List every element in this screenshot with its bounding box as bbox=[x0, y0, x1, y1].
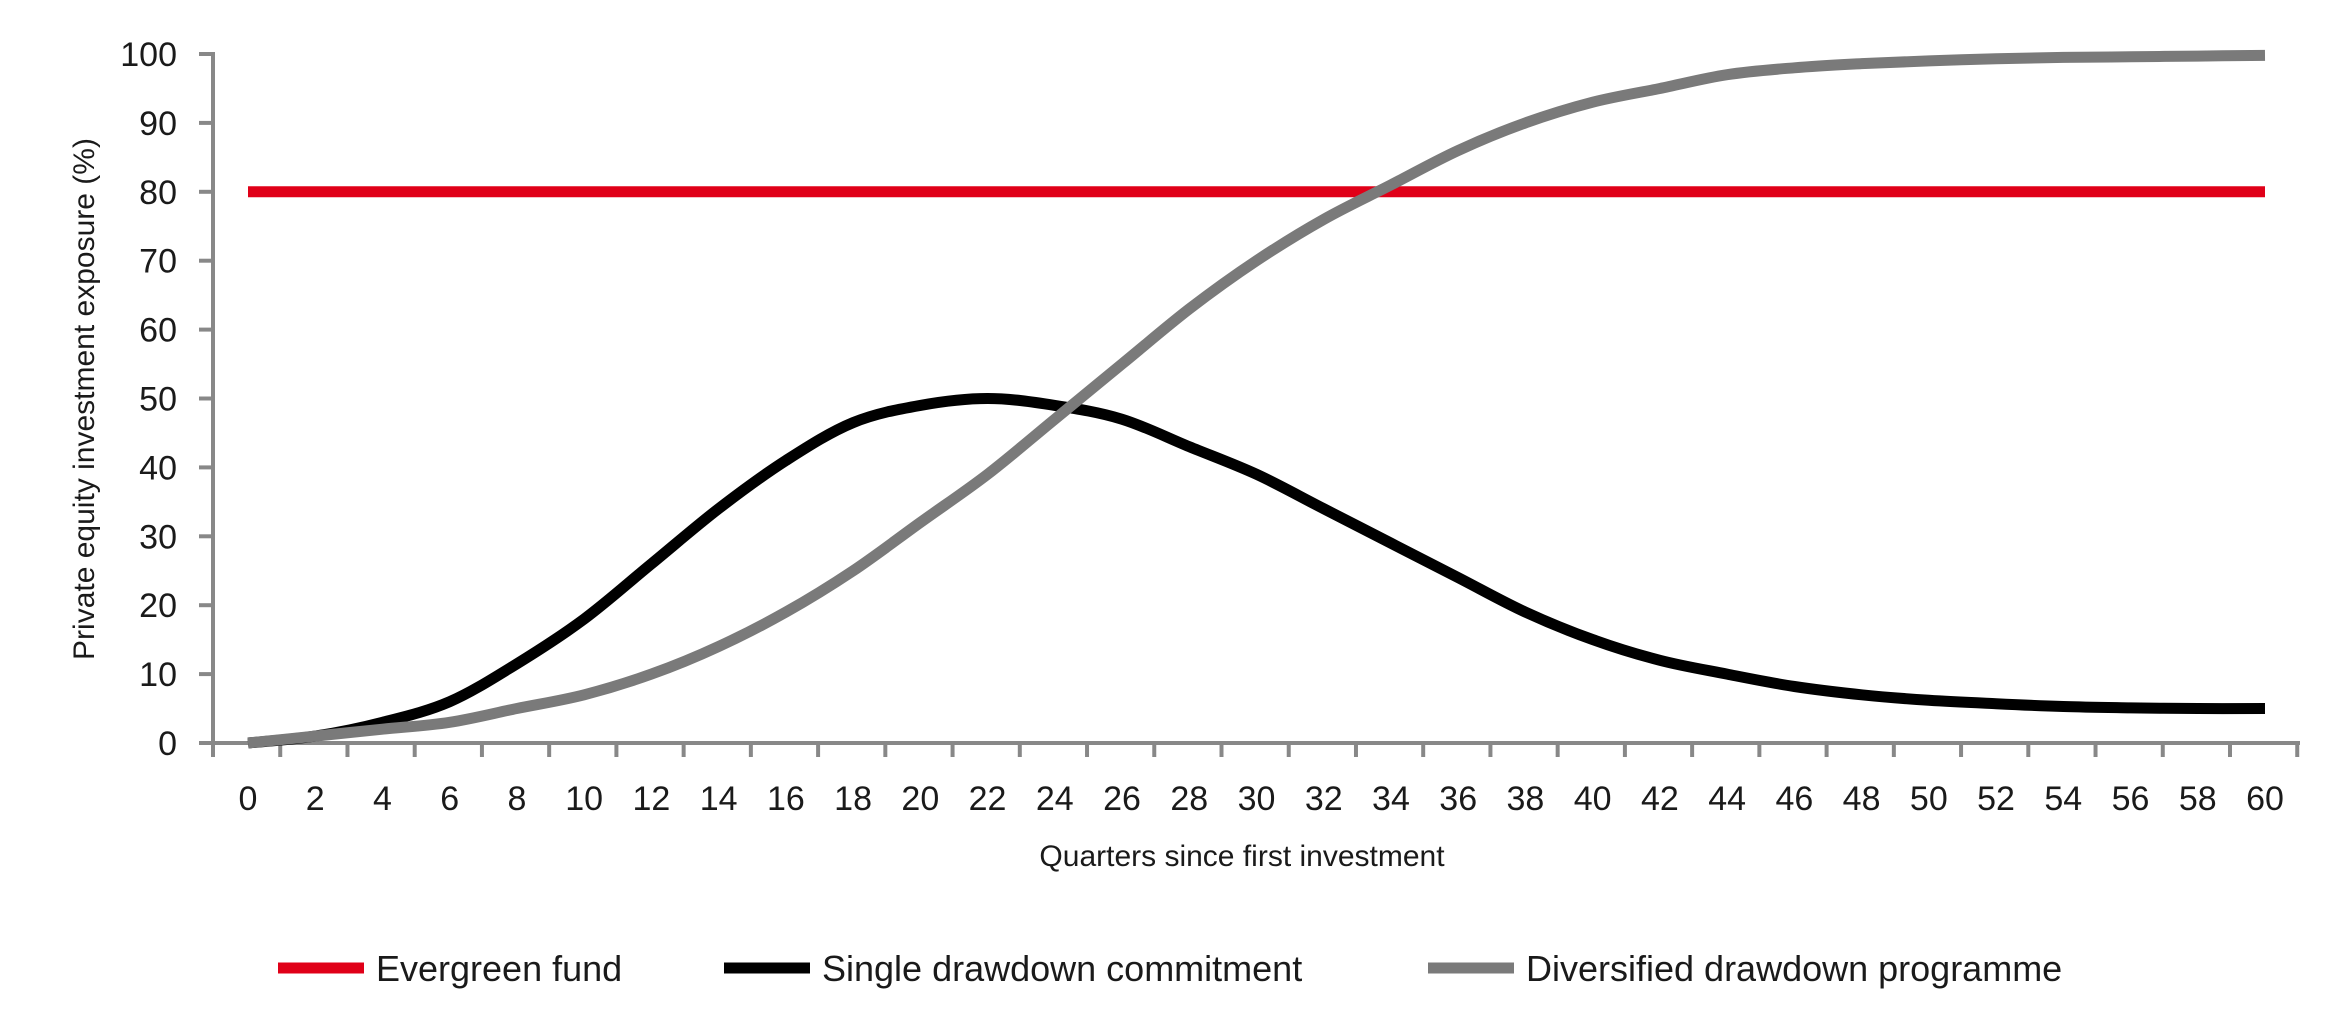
x-tick-label: 32 bbox=[1305, 780, 1343, 818]
x-tick-label: 38 bbox=[1507, 780, 1545, 818]
x-tick-label: 46 bbox=[1775, 780, 1813, 818]
x-tick-label: 20 bbox=[901, 780, 939, 818]
y-tick-label: 0 bbox=[158, 725, 177, 763]
legend-label: Evergreen fund bbox=[376, 948, 622, 989]
x-tick-label: 26 bbox=[1103, 780, 1141, 818]
y-tick-label: 80 bbox=[139, 174, 177, 212]
x-tick-label: 54 bbox=[2044, 780, 2082, 818]
legend-item-single-drawdown-commitment: Single drawdown commitment bbox=[724, 948, 1302, 989]
x-tick-label: 44 bbox=[1708, 780, 1746, 818]
legend: Evergreen fund Single drawdown commitment… bbox=[278, 948, 2062, 989]
y-tick-label: 50 bbox=[139, 381, 177, 419]
x-tick-label: 12 bbox=[632, 780, 670, 818]
x-tick-label: 50 bbox=[1910, 780, 1948, 818]
y-tick-label: 30 bbox=[139, 518, 177, 556]
x-tick-label: 58 bbox=[2179, 780, 2217, 818]
y-tick-label: 100 bbox=[120, 36, 177, 74]
x-tick-label: 16 bbox=[767, 780, 805, 818]
x-tick-label: 0 bbox=[239, 780, 258, 818]
x-tick-label: 24 bbox=[1036, 780, 1074, 818]
series-line-diversified-drawdown-programme bbox=[247, 49, 2266, 749]
y-tick-label: 40 bbox=[139, 449, 177, 487]
x-tick-label: 60 bbox=[2246, 780, 2284, 818]
y-tick-label: 70 bbox=[139, 243, 177, 281]
x-tick-label: 2 bbox=[306, 780, 325, 818]
legend-item-evergreen-fund: Evergreen fund bbox=[278, 948, 622, 989]
series-line-single-drawdown-commitment bbox=[247, 393, 2266, 749]
x-tick-label: 28 bbox=[1170, 780, 1208, 818]
x-tick-label: 52 bbox=[1977, 780, 2015, 818]
y-tick-label: 60 bbox=[139, 312, 177, 350]
x-tick-label: 48 bbox=[1843, 780, 1881, 818]
x-tick-label: 42 bbox=[1641, 780, 1679, 818]
x-tick-label: 18 bbox=[834, 780, 872, 818]
x-tick-label: 14 bbox=[700, 780, 738, 818]
series-lines bbox=[247, 49, 2266, 749]
y-axis-title: Private equity investment exposure (%) bbox=[68, 138, 101, 660]
legend-label: Single drawdown commitment bbox=[822, 948, 1302, 989]
x-tick-label: 6 bbox=[440, 780, 459, 818]
legend-label: Diversified drawdown programme bbox=[1526, 948, 2062, 989]
x-tick-label: 56 bbox=[2112, 780, 2150, 818]
x-tick-label: 10 bbox=[565, 780, 603, 818]
x-tick-label: 8 bbox=[507, 780, 526, 818]
x-tick-label: 36 bbox=[1439, 780, 1477, 818]
x-tick-label: 34 bbox=[1372, 780, 1410, 818]
x-tick-label: 4 bbox=[373, 780, 392, 818]
x-tick-label: 22 bbox=[969, 780, 1007, 818]
x-tick-label: 30 bbox=[1238, 780, 1276, 818]
legend-item-diversified-drawdown-programme: Diversified drawdown programme bbox=[1428, 948, 2062, 989]
y-tick-label: 10 bbox=[139, 656, 177, 694]
y-tick-label: 90 bbox=[139, 105, 177, 143]
y-tick-label: 20 bbox=[139, 587, 177, 625]
x-tick-label: 40 bbox=[1574, 780, 1612, 818]
x-axis-title: Quarters since first investment bbox=[1039, 840, 1445, 873]
